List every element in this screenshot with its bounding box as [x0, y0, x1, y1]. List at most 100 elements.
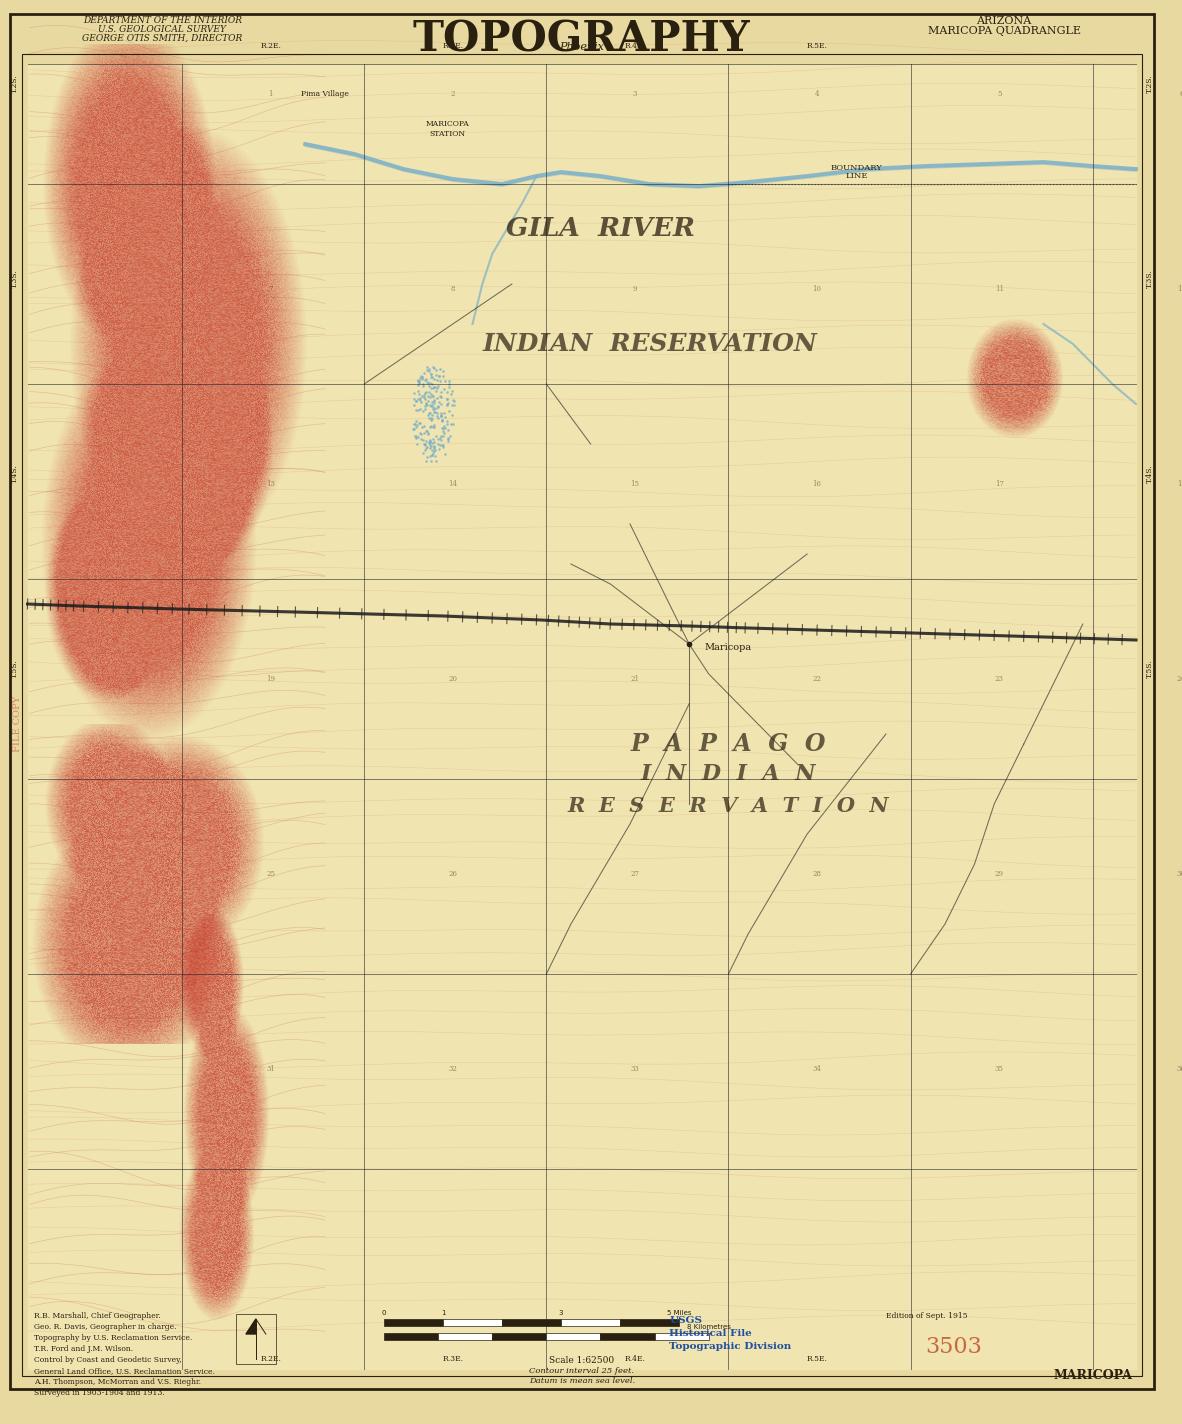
- Text: R.2E.: R.2E.: [260, 1356, 281, 1363]
- Point: [420, 406, 439, 429]
- Point: [443, 389, 462, 412]
- Point: [440, 370, 459, 393]
- Text: BOUNDARY: BOUNDARY: [831, 164, 882, 172]
- Bar: [600, 1333, 655, 1340]
- Point: [420, 430, 439, 453]
- Point: [415, 422, 434, 444]
- Point: [439, 393, 457, 416]
- Text: T.4S.: T.4S.: [1145, 464, 1154, 483]
- Text: GEORGE OTIS SMITH, DIRECTOR: GEORGE OTIS SMITH, DIRECTOR: [83, 34, 242, 43]
- Point: [421, 363, 440, 386]
- Text: 27: 27: [630, 870, 639, 879]
- Text: GILA  RIVER: GILA RIVER: [506, 216, 695, 242]
- Point: [421, 366, 440, 389]
- Point: [430, 426, 449, 449]
- Point: [421, 386, 440, 409]
- Point: [404, 382, 423, 404]
- Point: [416, 439, 435, 461]
- Point: [430, 369, 449, 392]
- Text: 16: 16: [812, 480, 821, 488]
- Point: [435, 406, 454, 429]
- Point: [427, 450, 446, 473]
- Point: [427, 363, 446, 386]
- Bar: [502, 1319, 561, 1326]
- Point: [424, 390, 443, 413]
- Text: 32: 32: [448, 1065, 457, 1074]
- Point: [433, 416, 452, 439]
- Point: [404, 417, 423, 440]
- Point: [411, 423, 430, 446]
- Point: [413, 384, 431, 407]
- Text: U.S. GEOLOGICAL SURVEY: U.S. GEOLOGICAL SURVEY: [98, 26, 227, 34]
- Point: [417, 436, 436, 459]
- Point: [418, 422, 437, 444]
- Point: [429, 365, 448, 387]
- Point: [427, 359, 446, 382]
- Point: [410, 412, 429, 434]
- Point: [416, 392, 435, 414]
- Text: 36: 36: [1177, 1065, 1182, 1074]
- Bar: [561, 1319, 621, 1326]
- Point: [416, 449, 435, 471]
- Text: T.2S.: T.2S.: [11, 74, 19, 94]
- Point: [407, 399, 426, 422]
- Text: T.R. Ford and J.M. Wilson.: T.R. Ford and J.M. Wilson.: [34, 1346, 134, 1353]
- Text: MARICOPA
STATION: MARICOPA STATION: [426, 121, 469, 138]
- Point: [413, 416, 431, 439]
- Text: 34: 34: [812, 1065, 821, 1074]
- Point: [421, 437, 440, 460]
- Point: [437, 380, 456, 403]
- Text: 15: 15: [630, 480, 639, 488]
- Point: [426, 402, 444, 424]
- Point: [404, 394, 423, 417]
- Point: [423, 373, 442, 396]
- Text: 24: 24: [1177, 675, 1182, 684]
- Point: [424, 416, 443, 439]
- Point: [424, 414, 443, 437]
- Text: 1: 1: [441, 1310, 446, 1316]
- Point: [442, 403, 461, 426]
- Point: [434, 402, 453, 424]
- Text: Phoenix: Phoenix: [559, 41, 604, 53]
- Polygon shape: [246, 1319, 256, 1334]
- Point: [430, 384, 449, 407]
- Point: [421, 450, 440, 473]
- Point: [418, 419, 437, 441]
- Text: R.3E.: R.3E.: [442, 1356, 463, 1363]
- Text: 3: 3: [632, 90, 637, 98]
- Text: 8: 8: [450, 285, 455, 293]
- Point: [428, 404, 447, 427]
- Point: [429, 365, 448, 387]
- Point: [414, 373, 433, 396]
- Point: [434, 365, 453, 387]
- Point: [428, 394, 447, 417]
- Bar: [384, 1333, 439, 1340]
- Text: R.2E.: R.2E.: [260, 41, 281, 50]
- Point: [428, 387, 447, 410]
- Point: [422, 431, 441, 454]
- Text: 3: 3: [559, 1310, 564, 1316]
- Point: [444, 393, 463, 416]
- Point: [424, 440, 443, 463]
- Point: [424, 367, 443, 390]
- Point: [415, 386, 434, 409]
- Point: [434, 419, 453, 441]
- Text: 19: 19: [266, 675, 275, 684]
- Point: [430, 433, 449, 456]
- Point: [422, 444, 441, 467]
- Point: [421, 430, 440, 453]
- Point: [426, 439, 444, 461]
- Point: [434, 433, 453, 456]
- Text: R  E  S  E  R  V  A  T  I  O  N: R E S E R V A T I O N: [567, 796, 889, 816]
- Point: [431, 402, 450, 424]
- Point: [429, 407, 448, 430]
- Text: R.3E.: R.3E.: [442, 41, 463, 50]
- Point: [424, 437, 443, 460]
- Point: [431, 404, 450, 427]
- Point: [414, 414, 433, 437]
- Point: [417, 393, 436, 416]
- Point: [409, 426, 428, 449]
- Point: [423, 444, 442, 467]
- Point: [431, 403, 450, 426]
- Point: [420, 360, 439, 383]
